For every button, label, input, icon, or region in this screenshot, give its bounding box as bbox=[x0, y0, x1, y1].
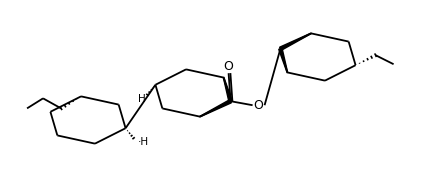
Polygon shape bbox=[279, 33, 311, 50]
Text: O: O bbox=[224, 60, 234, 73]
Text: H: H bbox=[138, 94, 146, 104]
Polygon shape bbox=[200, 100, 232, 117]
Text: O: O bbox=[254, 99, 263, 112]
Text: ·H: ·H bbox=[138, 137, 149, 147]
Polygon shape bbox=[223, 77, 232, 102]
Polygon shape bbox=[279, 48, 288, 73]
